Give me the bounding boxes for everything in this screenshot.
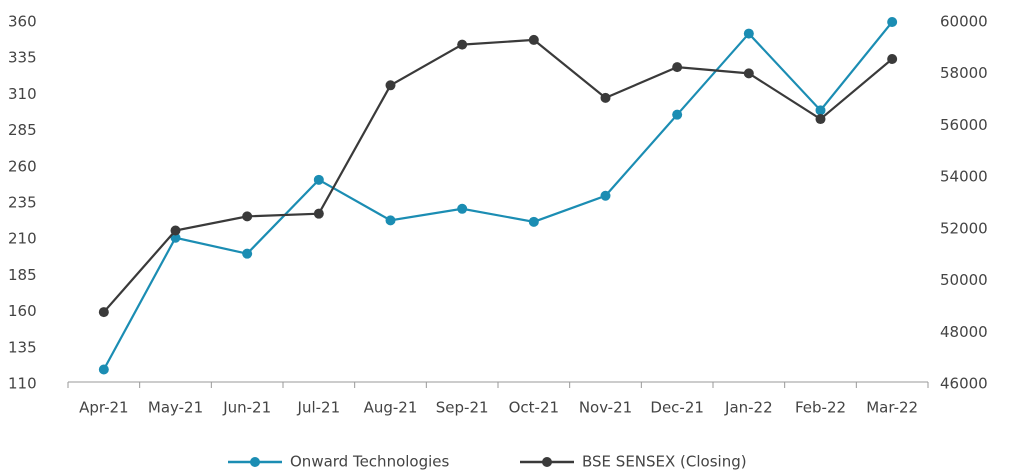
x-tick-label: Jan-22 bbox=[724, 399, 773, 417]
data-point bbox=[385, 215, 396, 226]
y-tick-label: 135 bbox=[8, 338, 37, 356]
data-point bbox=[170, 232, 181, 243]
data-point bbox=[242, 248, 253, 259]
y-tick-label: 310 bbox=[8, 85, 37, 103]
data-point bbox=[98, 307, 109, 318]
x-tick-label: Aug-21 bbox=[364, 399, 418, 417]
legend-label: BSE SENSEX (Closing) bbox=[582, 453, 747, 470]
data-point bbox=[887, 17, 898, 27]
data-point bbox=[313, 208, 324, 219]
legend-label: Onward Technologies bbox=[290, 453, 450, 470]
data-point bbox=[600, 92, 611, 103]
x-tick-label: Apr-21 bbox=[79, 399, 129, 417]
data-point bbox=[528, 216, 539, 227]
y2-tick-label: 54000 bbox=[940, 168, 988, 186]
data-point bbox=[815, 114, 826, 125]
y2-tick-label: 48000 bbox=[940, 323, 988, 341]
data-point bbox=[672, 62, 683, 73]
data-point bbox=[457, 39, 468, 50]
y2-tick-label: 46000 bbox=[940, 375, 988, 393]
x-tick-label: May-21 bbox=[148, 399, 203, 417]
y2-tick-label: 56000 bbox=[940, 116, 988, 134]
x-tick-label: Sep-21 bbox=[436, 399, 489, 417]
x-tick-label: Dec-21 bbox=[650, 399, 704, 417]
data-point bbox=[242, 211, 253, 222]
y-tick-label: 235 bbox=[8, 194, 37, 212]
y-tick-label: 285 bbox=[8, 121, 37, 139]
x-tick-label: Jul-21 bbox=[297, 399, 341, 417]
y-tick-label: 110 bbox=[8, 375, 37, 393]
y-tick-label: 335 bbox=[8, 49, 37, 67]
data-point bbox=[385, 80, 396, 91]
x-tick-label: Oct-21 bbox=[509, 399, 559, 417]
y-tick-label: 160 bbox=[8, 302, 37, 320]
series-line bbox=[102, 21, 894, 371]
y2-tick-label: 60000 bbox=[940, 13, 988, 31]
y-tick-label: 210 bbox=[8, 230, 37, 248]
data-point bbox=[98, 364, 109, 375]
data-point bbox=[743, 28, 754, 39]
series-line bbox=[103, 38, 893, 313]
data-point bbox=[743, 68, 754, 79]
data-point bbox=[887, 54, 898, 65]
y-tick-label: 260 bbox=[8, 157, 37, 175]
x-tick-label: Feb-22 bbox=[795, 399, 846, 417]
data-point bbox=[170, 225, 181, 236]
y2-tick-label: 58000 bbox=[940, 64, 988, 82]
y2-tick-label: 52000 bbox=[940, 219, 988, 237]
x-tick-label: Mar-22 bbox=[866, 399, 918, 417]
y-tick-label: 360 bbox=[8, 13, 37, 31]
data-point bbox=[528, 34, 539, 45]
data-point bbox=[815, 105, 826, 116]
data-point bbox=[600, 190, 611, 201]
y2-tick-label: 50000 bbox=[940, 271, 988, 289]
x-tick-label: Jun-21 bbox=[222, 399, 271, 417]
data-point bbox=[457, 203, 468, 214]
legend-marker bbox=[542, 457, 552, 467]
data-point bbox=[672, 109, 683, 120]
y-tick-label: 185 bbox=[8, 266, 37, 284]
data-point bbox=[313, 174, 324, 185]
legend-marker bbox=[250, 457, 260, 467]
x-tick-label: Nov-21 bbox=[579, 399, 632, 417]
